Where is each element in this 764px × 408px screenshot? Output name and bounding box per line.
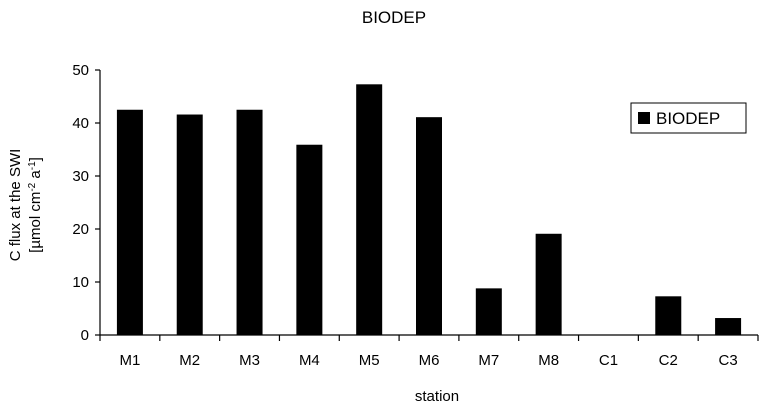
bar-M2 [176,114,203,336]
x-tick-label: C3 [718,352,737,369]
y-axis: 0 10 20 30 40 50 [72,62,101,344]
x-tick-label: C1 [599,352,618,369]
y-label-sup1: -2 [27,182,38,191]
x-axis: M1 M2 M3 M4 M5 M6 M7 M8 C1 C2 C3 [99,334,759,369]
y-tick-label: 20 [72,221,89,238]
x-tick-label: M6 [419,352,440,369]
x-tick-label: M2 [179,352,200,369]
bar-M3 [236,109,263,335]
y-tick-label: 50 [72,62,89,79]
bar-C2 [655,296,682,335]
y-tick-label: 40 [72,115,89,132]
x-tick-label: C2 [659,352,678,369]
y-tick-label: 10 [72,274,89,291]
bar-C3 [715,318,742,335]
legend: BIODEP [630,102,747,134]
x-tick-label: M4 [299,352,320,369]
x-tick-label: M8 [538,352,559,369]
y-axis-title: C flux at the SWI [µmol cm-2 a-1] [7,149,44,262]
bar-M1 [116,109,143,335]
bar-M8 [535,233,562,335]
y-axis-title-line1: C flux at the SWI [7,149,24,262]
bar-M6 [416,117,442,335]
x-tick-label: M3 [239,352,260,369]
y-label-suffix: ] [27,157,44,161]
y-tick-label: 0 [81,327,89,344]
bar-M4 [296,144,323,335]
y-axis-title-line2: [µmol cm-2 a-1] [27,157,45,253]
legend-swatch [638,112,650,124]
legend-box [630,102,747,134]
legend-label: BIODEP [656,109,720,128]
x-axis-title: station [415,388,459,405]
chart-title: BIODEP [362,8,426,27]
y-label-mid: a [27,170,44,183]
bar-M5 [356,84,383,335]
y-label-prefix: [µmol cm [27,192,44,253]
bars [116,84,742,336]
x-tick-label: M7 [478,352,499,369]
y-label-sup2: -1 [27,161,38,170]
x-tick-label: M1 [119,352,140,369]
x-tick-label: M5 [359,352,380,369]
y-tick-label: 30 [72,168,89,185]
bar-M7 [475,288,502,335]
